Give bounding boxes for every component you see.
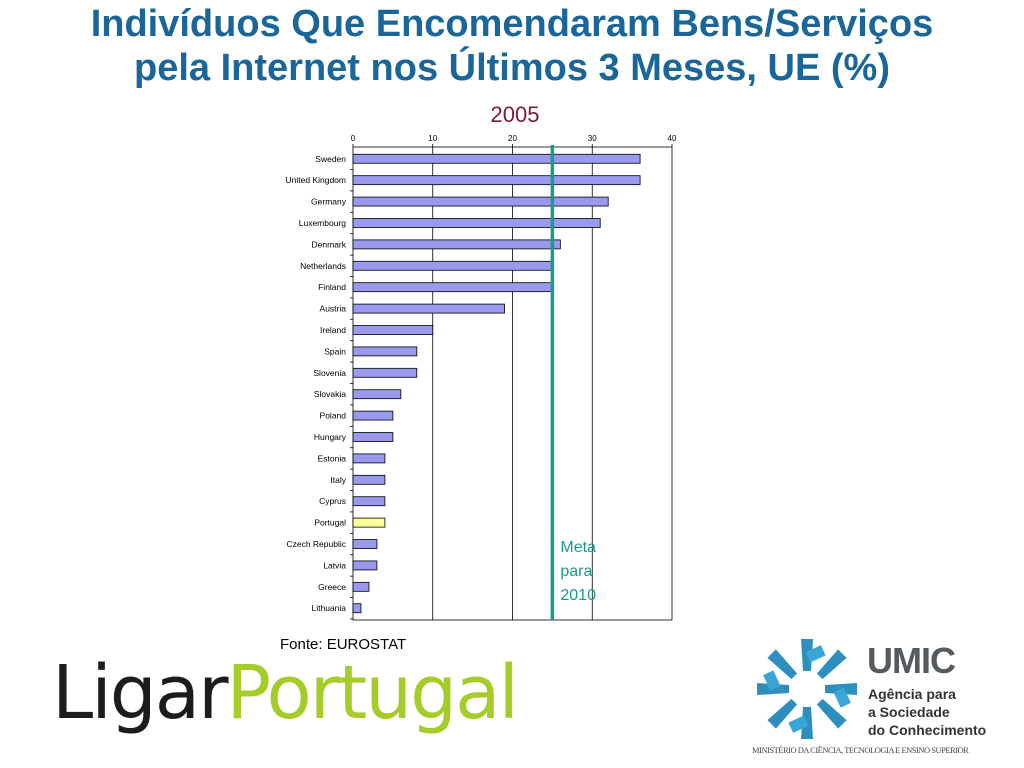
target-label: para [560, 563, 592, 580]
category-label: Greece [318, 582, 346, 592]
category-label: Poland [320, 411, 347, 421]
bar [352, 432, 394, 442]
bar [352, 539, 378, 549]
category-label: Sweden [315, 154, 346, 164]
category-label: Slovakia [314, 389, 346, 399]
umic-name: UMIC [867, 640, 956, 681]
category-label: Portugal [314, 518, 346, 528]
category-label: Hungary [314, 432, 347, 442]
title-line-2: pela Internet nos Últimos 3 Meses, UE (%… [134, 47, 890, 89]
chart-year-subtitle: 2005 [490, 102, 540, 127]
bar [352, 367, 418, 378]
category-label: United Kingdom [286, 175, 346, 185]
category-label: Estonia [318, 453, 347, 463]
bar [352, 325, 434, 335]
category-label: Austria [320, 304, 347, 314]
category-label: Slovenia [313, 368, 346, 378]
ligar-portugal-logo: LigarPortugal [52, 648, 519, 738]
title-line-1: Indivíduos Que Encomendaram Bens/Serviço… [90, 3, 934, 45]
bar [352, 303, 505, 314]
x-tick-label: 0 [351, 134, 356, 143]
bar-chart: 0 10 20 30 40 Sweden United Kingdom Germany Luxe… [286, 134, 677, 621]
category-label: Spain [324, 346, 346, 356]
bar [352, 410, 394, 421]
category-label: Netherlands [300, 261, 346, 271]
x-tick-label: 30 [588, 134, 597, 143]
bar [352, 346, 418, 357]
slide-title: Indivíduos Que Encomendaram Bens/Serviço… [0, 2, 1024, 90]
bar [352, 581, 370, 592]
category-label: Denmark [312, 239, 347, 249]
bar [352, 603, 362, 614]
bar [352, 474, 386, 485]
category-label: Cyprus [319, 496, 346, 506]
umic-emblem-icon [757, 639, 857, 739]
bar [352, 282, 553, 293]
bar [352, 453, 386, 464]
category-label: Latvia [323, 560, 346, 570]
category-label: Luxembourg [299, 218, 347, 228]
target-label: Meta [560, 539, 596, 556]
x-tick-label: 40 [668, 134, 677, 143]
bar [352, 239, 561, 250]
bar [352, 517, 386, 528]
category-label: Czech Republic [286, 539, 346, 549]
category-label: Ireland [320, 325, 346, 335]
bar [352, 153, 641, 164]
category-label: Italy [330, 475, 346, 485]
umic-line-3: do Conhecimento [868, 722, 987, 738]
bar [352, 196, 609, 207]
umic-line-1: Agência para [868, 686, 956, 702]
umic-ministry-footer: MINISTÉRIO DA CIÊNCIA, TECNOLOGIA E ENSI… [752, 745, 969, 755]
x-tick-label: 20 [508, 134, 517, 143]
target-label: 2010 [560, 587, 596, 604]
bar [352, 260, 553, 271]
umic-logo: UMIC Agência para a Sociedade do Conheci… [752, 634, 1024, 768]
x-tick-label: 10 [428, 134, 437, 143]
category-label: Lithuania [311, 603, 346, 613]
category-label: Germany [311, 197, 347, 207]
bar [352, 218, 601, 228]
umic-line-2: a Sociedade [868, 704, 950, 720]
category-label: Finland [318, 282, 346, 292]
bar [352, 389, 402, 400]
bar [352, 560, 378, 571]
logo-ligar-text: Ligar [52, 650, 229, 736]
bar [352, 496, 386, 507]
source-note: Fonte: EUROSTAT [280, 636, 407, 653]
bar [352, 175, 641, 186]
logo-portugal-text: Portugal [226, 650, 519, 736]
